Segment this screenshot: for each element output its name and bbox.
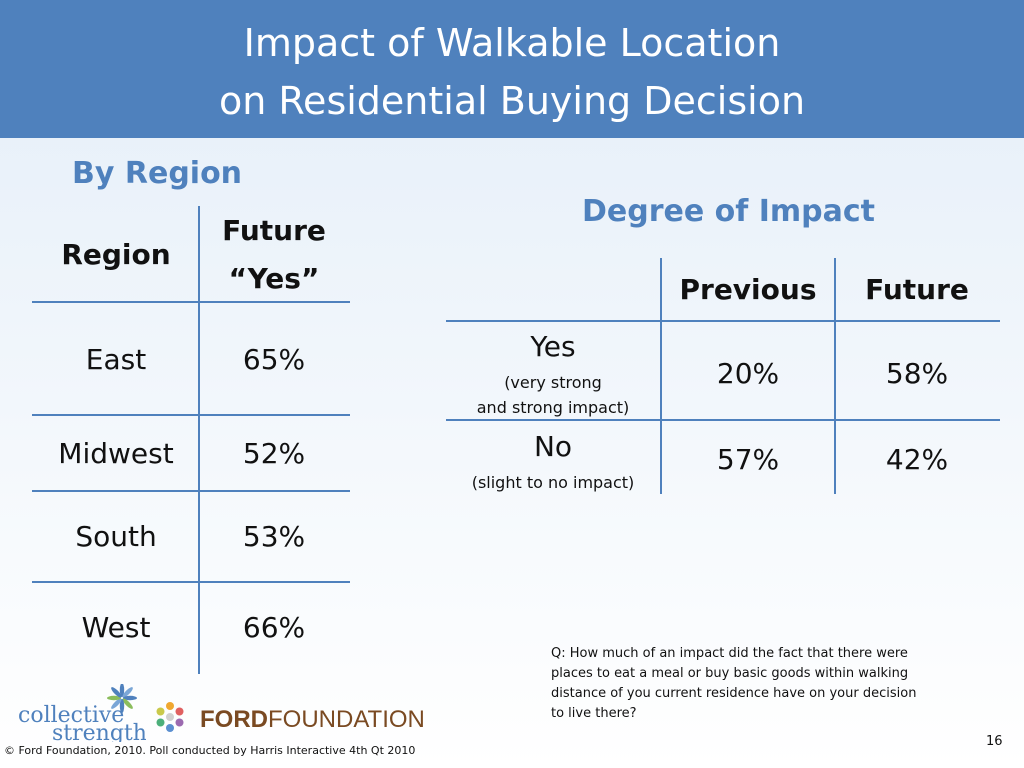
slide-title-line2: on Residential Buying Decision <box>218 79 806 123</box>
svg-text:FORDFOUNDATION: FORDFOUNDATION <box>200 706 425 733</box>
flower-icon <box>107 684 137 713</box>
region-header: Region <box>61 238 171 271</box>
degree-column-rule <box>834 258 836 494</box>
degree-previous-cell: 20% <box>716 357 780 390</box>
degree-future-cell: 42% <box>885 443 949 476</box>
dots-icon <box>156 702 184 732</box>
region-value-cell: 52% <box>242 437 306 470</box>
future-header-line2: “Yes” <box>228 262 320 295</box>
previous-header: Previous <box>679 273 817 306</box>
foundation-text: FOUNDATION <box>268 706 425 733</box>
strength-text: strength <box>52 721 146 742</box>
ford-foundation-logo: FORDFOUNDATION <box>156 702 425 733</box>
by-region-heading: By Region <box>72 156 243 191</box>
region-cell: Midwest <box>58 437 174 470</box>
degree-heading: Degree of Impact <box>582 194 876 229</box>
degree-row-sublabel: (very strong <box>504 373 602 392</box>
region-header-rule <box>32 301 350 303</box>
collective-strength-logo: collective strength <box>18 684 146 742</box>
slide-title-line1: Impact of Walkable Location <box>243 21 781 65</box>
degree-row-label: Yes <box>530 330 576 363</box>
future-header-line1: Future <box>222 214 326 247</box>
region-row-rule <box>32 581 350 583</box>
degree-column-rule <box>660 258 662 494</box>
footer-credit: © Ford Foundation, 2010. Poll conducted … <box>4 744 416 757</box>
degree-row-sublabel: (slight to no impact) <box>471 473 635 492</box>
region-value-cell: 65% <box>242 343 306 376</box>
region-row-rule <box>32 490 350 492</box>
degree-row-sublabel: and strong impact) <box>476 398 630 417</box>
region-cell: South <box>75 520 157 553</box>
collective-text: collective <box>18 703 124 728</box>
region-column-rule <box>198 206 200 674</box>
degree-previous-cell: 57% <box>716 443 780 476</box>
region-value-cell: 66% <box>242 611 306 644</box>
region-cell: East <box>85 343 147 376</box>
future-header: Future <box>865 273 969 306</box>
survey-question: Q: How much of an impact did the fact th… <box>551 646 917 721</box>
region-value-cell: 53% <box>242 520 306 553</box>
degree-header-rule <box>446 320 1000 322</box>
region-row-rule <box>32 414 350 416</box>
degree-future-cell: 58% <box>885 357 949 390</box>
page-number: 16 <box>986 734 1003 749</box>
region-cell: West <box>81 611 151 644</box>
degree-row-rule <box>446 419 1000 421</box>
title-banner <box>0 0 1024 138</box>
degree-row-label: No <box>533 430 573 463</box>
ford-bold-text: FORD <box>200 706 268 733</box>
